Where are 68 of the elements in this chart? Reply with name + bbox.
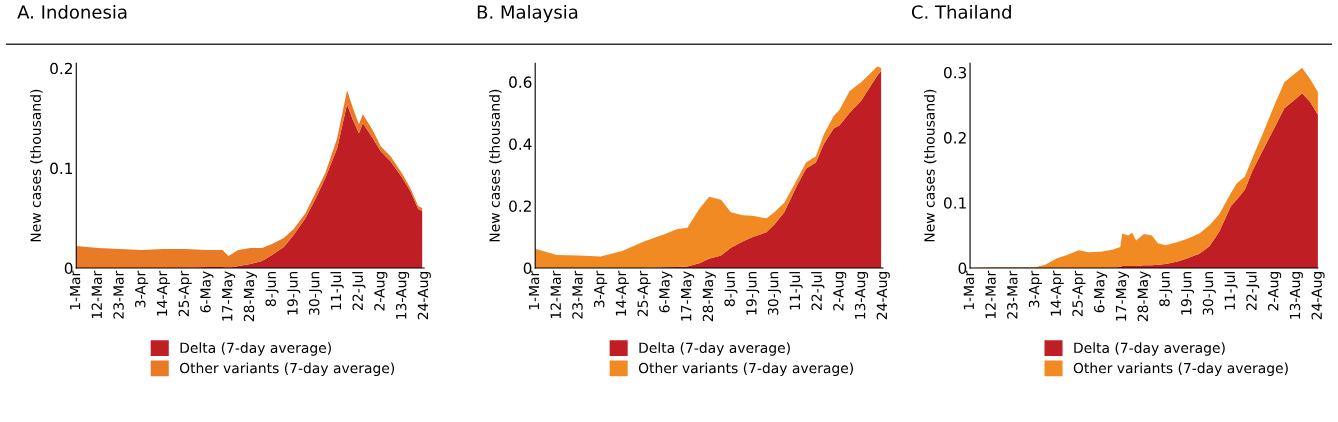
legend-label: Delta (7-day average) [180,342,331,356]
x-tick-label: 22-Jul [352,272,366,310]
x-tick-label: 30-Jun [1202,271,1216,315]
x-tick-label: 8-Jun [1159,271,1173,307]
x-tick-label: 25-Apr [637,270,651,317]
x-tick-label: 17-May [1115,271,1129,321]
legend-label: Delta (7-day average) [639,342,790,356]
x-tick-label: 3-Apr [593,270,608,308]
y-tick-label: 0.3 [943,66,967,79]
x-tick-label: 8-Jun [265,271,279,307]
x-tick-label: 11-Jul [330,272,344,310]
x-tick-label: 11-Jul [1224,272,1238,310]
x-tick-label: 14-Apr [615,270,629,316]
y-axis-title: New cases (thousand) [923,89,937,242]
x-tick-label: 3-Apr [1028,270,1042,308]
y-axis-title: New cases (thousand) [489,89,502,242]
x-tick-label: 3-Apr [135,270,149,308]
x-tick-label: 6-May [200,271,214,313]
chart-title: A. Indonesia [17,4,127,19]
x-tick-label: 28-May [1137,271,1151,322]
x-tick-label: 2-Aug [833,272,847,311]
x-tick-label: 23-Mar [572,270,583,319]
legend-label: Other variants (7-day average) [1073,362,1288,377]
x-tick-label: 13-Aug [854,272,869,319]
y-tick-label: 0.1 [943,197,966,209]
chart-title: B. Malaysia [477,4,578,23]
x-tick-label: 25-Apr [1072,270,1086,317]
x-tick-label: 12-Mar [985,270,996,319]
x-tick-label: 17-May [222,271,236,321]
x-tick-label: 23-Mar [113,270,124,319]
y-tick-label: 0.6 [509,76,532,88]
x-tick-label: 28-May [702,271,716,322]
chart-title: C. Thailand [911,4,1011,19]
x-tick-label: 19-Jun [1181,271,1195,315]
y-tick-label: 0.1 [50,162,73,175]
x-tick-label: 30-Jun [767,271,781,315]
legend-label: Other variants (7-day average) [638,362,853,377]
x-tick-label: 22-Jul [1245,272,1260,310]
x-tick-label: 19-Jun [746,271,760,315]
x-tick-label: 12-Mar [550,270,561,319]
x-tick-label: 28-May [243,271,257,322]
y-tick-label: 0.2 [50,62,72,75]
y-tick-label: 0.4 [509,138,532,150]
y-axis-title: New cases (thousand) [30,89,43,242]
x-tick-label: 6-May [1094,271,1108,313]
x-tick-label: 14-Apr [156,270,170,316]
x-tick-label: 17-May [681,271,695,321]
x-tick-label: 2-Aug [1267,272,1282,311]
x-tick-label: 24-Aug [1311,272,1325,320]
x-tick-label: 6-May [659,271,673,313]
x-tick-label: 13-Aug [395,272,410,319]
x-tick-label: 8-Jun [724,271,738,307]
x-tick-label: 23-Mar [1007,270,1018,319]
legend-label: Delta (7-day average) [1074,342,1225,356]
y-tick-label: 0.2 [943,132,966,144]
legend-label: Other variants (7-day average) [179,362,395,377]
x-tick-label: 25-Apr [178,270,192,317]
x-tick-label: 14-Apr [1050,270,1064,316]
x-tick-label: 19-Jun [287,271,301,315]
x-tick-label: 24-Aug [417,272,431,320]
x-tick-label: 24-Aug [876,272,890,320]
x-tick-label: 12-Mar [91,270,103,319]
x-tick-label: 13-Aug [1289,272,1303,319]
x-tick-label: 30-Jun [308,271,323,315]
x-tick-label: 11-Jul [789,272,803,310]
y-tick-label: 0.2 [509,200,531,212]
x-tick-label: 22-Jul [811,272,825,310]
x-tick-label: 2-Aug [374,272,388,311]
